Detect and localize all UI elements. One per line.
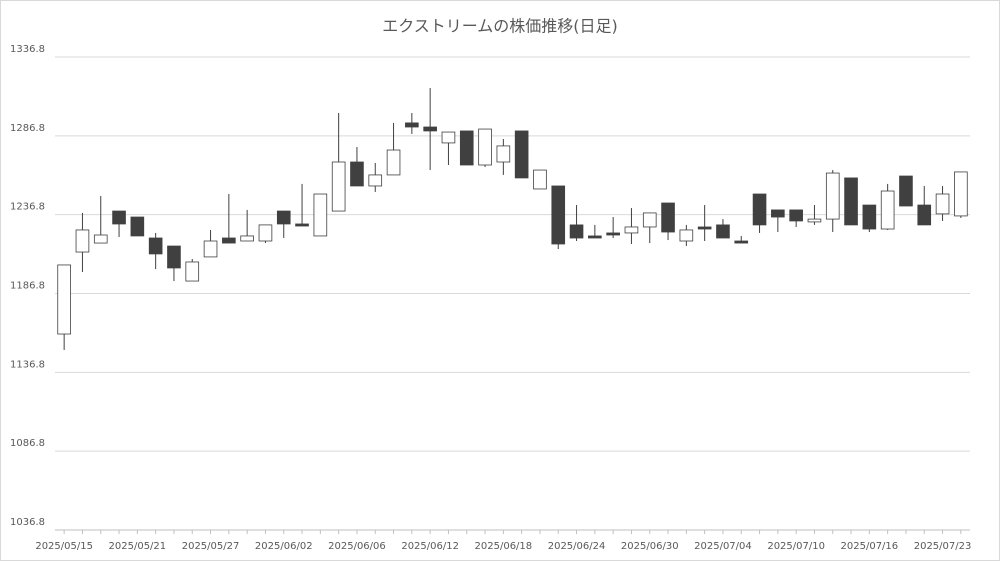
candle-body [313, 193, 328, 237]
candle-body [423, 126, 437, 132]
candle-body [734, 240, 749, 244]
x-tick-label: 2025/06/18 [475, 541, 533, 552]
candle-body [496, 145, 511, 163]
candle-body [203, 240, 218, 258]
candle-body [679, 229, 694, 242]
candle-body [386, 149, 401, 176]
y-tick-label: 1136.8 [10, 359, 45, 370]
candle-body [588, 235, 602, 239]
candle-body [825, 172, 840, 220]
candle-body [954, 171, 968, 217]
candle-body [93, 234, 108, 244]
candle-body [533, 169, 547, 190]
candle-body [606, 232, 620, 236]
x-tick-label: 2025/05/15 [35, 541, 93, 552]
candle-body [185, 261, 200, 282]
candle-body [222, 237, 236, 244]
y-tick-label: 1086.8 [10, 438, 45, 449]
y-tick-label: 1236.8 [10, 202, 45, 213]
candle-body [771, 209, 785, 218]
candle-body [148, 237, 163, 255]
x-tick-label: 2025/06/06 [328, 541, 386, 552]
candle-body [478, 128, 492, 166]
candle-body [441, 131, 456, 144]
x-tick-label: 2025/07/04 [694, 541, 752, 552]
candle-body [331, 161, 346, 212]
candle-body [642, 212, 657, 228]
y-tick-label: 1186.8 [10, 281, 45, 292]
x-tick-label: 2025/07/23 [914, 541, 972, 552]
candle-body [716, 224, 730, 239]
candle-body [459, 130, 474, 166]
candle-body [514, 130, 529, 179]
candle-body [258, 224, 273, 242]
candle-body [899, 175, 913, 207]
candle-body [276, 210, 291, 225]
y-tick-label: 1286.8 [10, 123, 45, 134]
candle-body [350, 161, 364, 187]
candle-body [240, 235, 254, 242]
candle-body [551, 185, 566, 245]
candle-body [405, 122, 419, 128]
candle-body [295, 223, 309, 227]
candle-body [569, 224, 584, 239]
candle-body [752, 193, 767, 226]
candle-body [880, 190, 895, 230]
candle-body [917, 204, 932, 226]
x-tick-label: 2025/07/10 [767, 541, 825, 552]
candle-body [661, 202, 675, 233]
x-tick-label: 2025/06/12 [401, 541, 459, 552]
y-tick-label: 1036.8 [10, 517, 45, 528]
candle-body [75, 229, 90, 253]
x-tick-label: 2025/06/30 [621, 541, 679, 552]
candle-body [368, 174, 383, 187]
x-tick-label: 2025/05/21 [109, 541, 167, 552]
candle-body [112, 210, 126, 225]
x-tick-label: 2025/07/16 [841, 541, 899, 552]
candle-body [789, 209, 803, 222]
candle-body [844, 177, 858, 226]
candle-body [57, 264, 71, 335]
y-tick-label: 1336.8 [10, 44, 45, 55]
candle-body [167, 245, 181, 269]
candle-body [935, 193, 950, 215]
candle-body [807, 218, 822, 223]
x-tick-label: 2025/05/27 [182, 541, 240, 552]
candle-body [862, 204, 877, 230]
chart-title: エクストリームの株価推移(日足) [382, 17, 618, 36]
x-tick-label: 2025/06/24 [548, 541, 606, 552]
candle-body [130, 216, 145, 237]
x-tick-label: 2025/06/02 [255, 541, 313, 552]
candle-body [624, 226, 639, 234]
candle-body [697, 226, 712, 230]
